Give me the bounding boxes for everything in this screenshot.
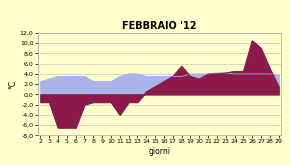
- Y-axis label: °C: °C: [8, 80, 17, 89]
- X-axis label: giorni: giorni: [148, 147, 171, 156]
- Title: FEBBRAIO '12: FEBBRAIO '12: [122, 21, 197, 31]
